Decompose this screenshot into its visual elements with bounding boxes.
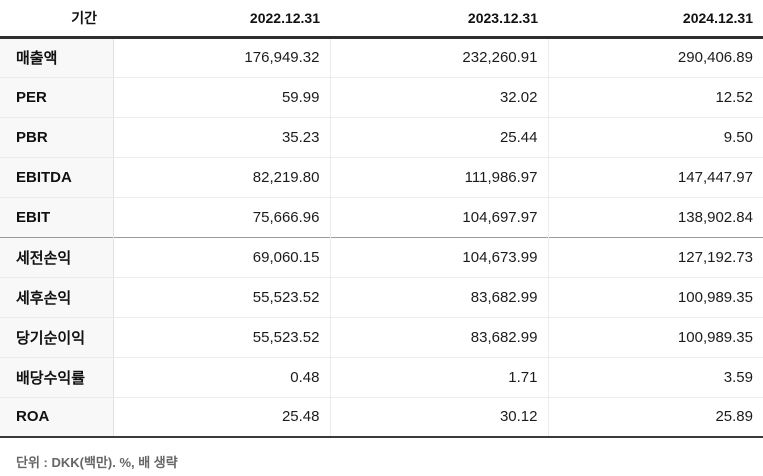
row-label: EBIT [0, 196, 114, 237]
table-header: 기간 2022.12.31 2023.12.31 2024.12.31 [0, 0, 763, 39]
row-label: 세전손익 [0, 236, 114, 277]
cell-value: 30.12 [329, 396, 548, 437]
column-header-date-2024: 2024.12.31 [548, 0, 763, 39]
column-header-date-2023: 2023.12.31 [330, 0, 548, 39]
table-row: ROA 25.48 30.12 25.89 [0, 396, 763, 437]
cell-value: 32.02 [329, 76, 548, 117]
cell-value: 9.50 [547, 116, 763, 157]
table-row: EBIT 75,666.96 104,697.97 138,902.84 [0, 196, 763, 237]
cell-value: 35.23 [113, 116, 330, 157]
table-row: 당기순이익 55,523.52 83,682.99 100,989.35 [0, 316, 763, 357]
cell-value: 111,986.97 [329, 156, 548, 197]
cell-value: 75,666.96 [113, 196, 330, 237]
cell-value: 59.99 [113, 76, 330, 117]
cell-value: 3.59 [547, 356, 763, 397]
row-label: PER [0, 76, 114, 117]
row-label: PBR [0, 116, 114, 157]
table-row: 매출액 176,949.32 232,260.91 290,406.89 [0, 36, 763, 77]
cell-value: 104,673.99 [329, 236, 548, 277]
cell-value: 104,697.97 [329, 196, 548, 237]
cell-value: 127,192.73 [547, 236, 763, 277]
table-row: 배당수익률 0.48 1.71 3.59 [0, 356, 763, 397]
table-header-row: 기간 2022.12.31 2023.12.31 2024.12.31 [0, 0, 763, 39]
table-row: PBR 35.23 25.44 9.50 [0, 116, 763, 157]
cell-value: 83,682.99 [329, 316, 548, 357]
financial-data-table: 기간 2022.12.31 2023.12.31 2024.12.31 매출액 1… [0, 0, 763, 438]
column-header-date-2022: 2022.12.31 [113, 0, 330, 39]
table-row: PER 59.99 32.02 12.52 [0, 76, 763, 117]
cell-value: 82,219.80 [113, 156, 330, 197]
cell-value: 12.52 [547, 76, 763, 117]
cell-value: 25.89 [547, 396, 763, 437]
table-row: EBITDA 82,219.80 111,986.97 147,447.97 [0, 156, 763, 197]
cell-value: 290,406.89 [547, 36, 763, 77]
row-label: 배당수익률 [0, 356, 114, 397]
cell-value: 100,989.35 [547, 276, 763, 317]
row-label: ROA [0, 396, 114, 437]
cell-value: 69,060.15 [113, 236, 330, 277]
row-label: 매출액 [0, 36, 114, 77]
table-body: 매출액 176,949.32 232,260.91 290,406.89 PER 59.9… [0, 36, 763, 437]
row-label: 당기순이익 [0, 316, 114, 357]
cell-value: 83,682.99 [329, 276, 548, 317]
cell-value: 1.71 [329, 356, 548, 397]
row-label: EBITDA [0, 156, 114, 197]
cell-value: 232,260.91 [329, 36, 548, 77]
table-row: 세전손익 69,060.15 104,673.99 127,192.73 [0, 236, 763, 277]
cell-value: 55,523.52 [113, 316, 330, 357]
cell-value: 176,949.32 [113, 36, 330, 77]
cell-value: 55,523.52 [113, 276, 330, 317]
column-header-period: 기간 [0, 0, 113, 39]
cell-value: 100,989.35 [547, 316, 763, 357]
cell-value: 147,447.97 [547, 156, 763, 197]
table-footnote: 단위 : DKK(백만). %, 배 생략 [16, 455, 178, 470]
cell-value: 25.48 [113, 396, 330, 437]
cell-value: 138,902.84 [547, 196, 763, 237]
cell-value: 25.44 [329, 116, 548, 157]
row-label: 세후손익 [0, 276, 114, 317]
table-row: 세후손익 55,523.52 83,682.99 100,989.35 [0, 276, 763, 317]
cell-value: 0.48 [113, 356, 330, 397]
